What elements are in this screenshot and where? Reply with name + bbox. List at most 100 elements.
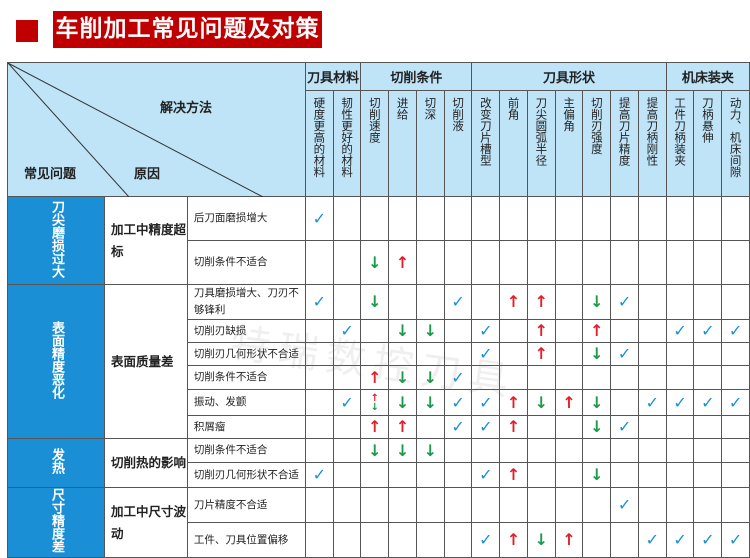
category-label: 发热 xyxy=(49,448,64,474)
arrow-up-icon: ↑ xyxy=(562,530,576,549)
column-header: 提高刀柄刚性 xyxy=(637,90,667,197)
cause-cell: 后刀面磨损增大 xyxy=(186,196,306,241)
arrow-down-icon: ↓ xyxy=(395,321,410,340)
arrow-up-icon: ↑ xyxy=(395,417,410,436)
mark-cell xyxy=(526,487,556,523)
mark-cell xyxy=(721,438,750,463)
column-header-label: 进给 xyxy=(395,97,410,120)
solution-label: 解决方法 xyxy=(160,101,213,116)
mark-cell xyxy=(332,365,362,390)
check-icon: ✓ xyxy=(673,392,687,412)
check-icon: ✓ xyxy=(451,392,465,412)
mark-cell: ✓ xyxy=(332,389,362,416)
mark-cell xyxy=(332,196,362,241)
mark-cell xyxy=(693,365,723,390)
mark-cell xyxy=(415,462,445,488)
mark-cell xyxy=(304,522,334,558)
column-header-label: 硬度更高的材料 xyxy=(312,97,327,178)
mark-cell: ↓ xyxy=(582,415,612,439)
mark-cell xyxy=(637,284,667,320)
mark-cell xyxy=(554,462,584,488)
mark-cell xyxy=(554,487,584,523)
mark-cell xyxy=(499,240,528,285)
mark-cell: ↓ xyxy=(415,319,445,343)
mark-cell xyxy=(526,415,556,439)
mark-cell xyxy=(526,462,556,488)
mark-cell: ✓ xyxy=(637,522,667,558)
arrow-down-icon: ↓ xyxy=(423,440,438,460)
arrow-up-icon: ↑ xyxy=(506,292,521,311)
check-icon: ✓ xyxy=(451,292,465,311)
mark-cell xyxy=(304,487,334,523)
mark-cell xyxy=(471,240,501,285)
column-header-label: 前角 xyxy=(506,97,521,120)
arrow-up-icon: ↑ xyxy=(562,392,576,412)
column-header: 切削刃强度 xyxy=(582,90,612,197)
mark-cell xyxy=(610,438,639,463)
mark-cell xyxy=(526,438,556,463)
mark-cell: ↓ xyxy=(360,438,390,463)
column-header: 提高刀片精度 xyxy=(610,90,639,197)
check-icon: ✓ xyxy=(312,292,327,311)
mark-cell: ↓ xyxy=(415,438,445,463)
check-icon: ✓ xyxy=(479,392,493,412)
mark-cell xyxy=(415,415,445,439)
mark-cell: ✓ xyxy=(443,415,473,439)
mark-cell: ↓ xyxy=(360,284,390,320)
mark-cell: ↑ xyxy=(526,342,556,366)
mark-cell: ↓ xyxy=(388,319,417,343)
mark-cell xyxy=(665,487,695,523)
mark-cell xyxy=(360,462,390,488)
mark-cell: ↑ xyxy=(582,319,612,343)
check-icon: ✓ xyxy=(728,530,743,549)
mark-cell: ↑ ↓ xyxy=(360,389,390,416)
mark-cell xyxy=(332,342,362,366)
column-header-label: 提高刀柄刚性 xyxy=(645,97,660,166)
mark-cell xyxy=(637,415,667,439)
mark-cell xyxy=(582,196,612,241)
arrow-up-icon: ↑ xyxy=(506,392,521,412)
mark-cell xyxy=(332,462,362,488)
arrow-up-icon: ↑ xyxy=(506,417,521,436)
mark-cell xyxy=(665,462,695,488)
mark-cell xyxy=(637,196,667,241)
column-header: 进给 xyxy=(388,90,417,197)
mark-cell xyxy=(499,365,528,390)
column-header-label: 工件刀柄装夹 xyxy=(673,97,688,166)
mark-cell xyxy=(665,365,695,390)
column-header-label: 切削液 xyxy=(451,97,466,132)
mark-cell: ↓ xyxy=(526,522,556,558)
check-icon: ✓ xyxy=(312,208,327,228)
mark-cell: ✓ xyxy=(721,389,750,416)
column-header-label: 刀尖圆弧半径 xyxy=(534,97,549,166)
mark-cell xyxy=(415,240,445,285)
column-header-label: 切削刃强度 xyxy=(589,97,604,155)
mark-cell xyxy=(665,196,695,241)
check-icon: ✓ xyxy=(645,392,660,412)
mark-cell xyxy=(582,240,612,285)
mark-cell xyxy=(554,415,584,439)
problem-cell: 加工中精度超标 xyxy=(104,196,188,285)
category-cell: 尺寸精度差 xyxy=(7,487,105,558)
category-cell: 发热 xyxy=(7,438,105,488)
check-icon: ✓ xyxy=(617,417,632,436)
mark-cell: ✓ xyxy=(610,284,639,320)
arrow-up-icon: ↑ xyxy=(590,321,604,340)
mark-cell xyxy=(415,284,445,320)
mark-cell xyxy=(499,196,528,241)
mark-cell xyxy=(304,438,334,463)
mark-cell xyxy=(388,196,417,241)
mark-cell xyxy=(360,487,390,523)
column-header: 韧性更好的材料 xyxy=(332,90,362,197)
table-row: 切削刃缺损 ✓ ↓ ↓ ✓ ↑ ↑ ✓ ✓ ✓ xyxy=(8,319,750,343)
arrow-down-icon: ↓ xyxy=(590,465,604,484)
mark-cell: ↑ xyxy=(360,365,390,390)
mark-cell: ↑ xyxy=(499,522,528,558)
cause-cell: 积屑瘤 xyxy=(186,415,306,439)
mark-cell: ✓ xyxy=(637,389,667,416)
mark-cell: ✓ xyxy=(665,319,695,343)
column-header-label: 切削速度 xyxy=(367,97,382,143)
arrow-up-icon: ↑ xyxy=(506,530,521,549)
mark-cell: ↓ xyxy=(415,365,445,390)
cause-cell: 切削条件不适合 xyxy=(186,365,306,390)
